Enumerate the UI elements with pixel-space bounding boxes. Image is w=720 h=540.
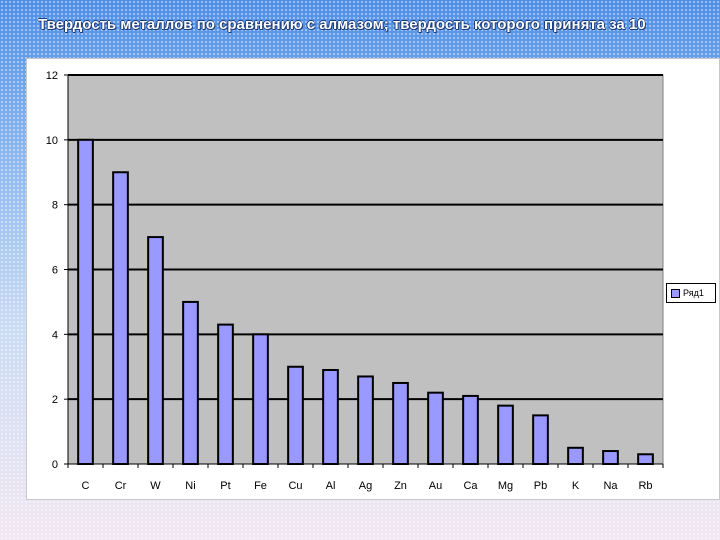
bar-cu xyxy=(287,365,304,465)
x-tick-label: Zn xyxy=(394,480,407,492)
bar-al xyxy=(322,368,339,465)
bar-fe xyxy=(252,333,269,466)
bar-zn xyxy=(392,381,409,466)
x-tick-label: Pb xyxy=(534,480,547,492)
y-tick-label: 6 xyxy=(52,265,58,277)
x-tick-label: C xyxy=(82,480,90,492)
slide-title: Твердость металлов по сравнению с алмазо… xyxy=(38,16,646,33)
x-tick-label: Al xyxy=(326,480,336,492)
legend-swatch xyxy=(671,288,680,298)
x-tick-label: K xyxy=(572,480,580,492)
bar-na xyxy=(602,450,619,465)
y-tick-label: 0 xyxy=(52,459,58,471)
y-tick-label: 2 xyxy=(52,394,58,406)
y-axis-ticks: 0 2 4 6 8 10 12 xyxy=(46,70,68,471)
bar-k xyxy=(567,446,584,465)
legend-label: Ряд1 xyxy=(683,288,704,298)
bar-pb xyxy=(532,414,549,465)
y-tick-label: 8 xyxy=(52,200,58,212)
y-tick-label: 12 xyxy=(46,70,58,82)
bar-rb xyxy=(637,453,654,465)
bar-c xyxy=(77,138,94,465)
bar-pt xyxy=(217,323,234,465)
bar-mg xyxy=(497,404,514,465)
bar-au xyxy=(427,391,444,465)
y-tick-label: 4 xyxy=(52,329,58,341)
x-tick-label: Fe xyxy=(254,480,267,492)
bar-cr xyxy=(112,171,129,465)
x-axis-ticks: C Cr W Ni Pt Fe Cu Al Ag Zn Au Ca Mg Pb K Na Rb xyxy=(67,464,664,492)
x-tick-label: Ni xyxy=(185,480,195,492)
y-tick-label: 10 xyxy=(46,135,58,147)
x-tick-label: Ca xyxy=(463,480,478,492)
bar-w xyxy=(147,236,164,465)
bar-ag xyxy=(357,375,374,466)
bars xyxy=(77,138,654,466)
x-tick-label: Cu xyxy=(288,480,302,492)
x-tick-label: Na xyxy=(603,480,618,492)
x-tick-label: Mg xyxy=(498,480,513,492)
bar-ca xyxy=(462,394,479,465)
chart-legend: Ряд1 xyxy=(666,283,716,303)
bar-ni xyxy=(182,300,199,465)
x-tick-label: Rb xyxy=(638,480,652,492)
x-tick-label: Pt xyxy=(220,480,230,492)
x-tick-label: W xyxy=(150,480,161,492)
x-tick-label: Au xyxy=(429,480,442,492)
x-tick-label: Ag xyxy=(359,480,372,492)
x-tick-label: Cr xyxy=(115,480,127,492)
